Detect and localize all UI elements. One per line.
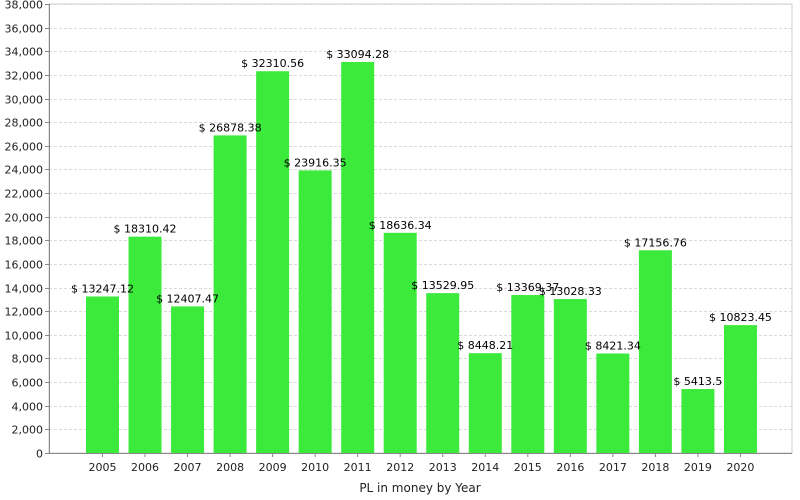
y-tick-label: 10,000 (5, 330, 44, 343)
gridlines (49, 4, 792, 430)
x-tick-label: 2011 (344, 461, 372, 474)
x-tick-label: 2012 (386, 461, 414, 474)
bar-value-label: $ 12407.47 (156, 292, 219, 305)
y-tick-label: 32,000 (5, 70, 44, 83)
y-tick-label: 38,000 (5, 0, 44, 12)
bar (511, 295, 545, 453)
bar (298, 170, 332, 454)
bar (86, 296, 119, 453)
x-tick-label: 2007 (174, 461, 202, 474)
bar (171, 306, 205, 453)
bar-value-label: $ 13247.12 (71, 282, 134, 295)
bar (426, 293, 460, 453)
x-tick-label: 2008 (216, 461, 244, 474)
bar (213, 135, 247, 454)
y-tick-label: 22,000 (5, 188, 44, 201)
x-tick-label: 2010 (301, 461, 329, 474)
bar-value-label: $ 23916.35 (284, 156, 347, 169)
x-tick-label: 2014 (471, 461, 499, 474)
data-labels: $ 13247.12 $ 18310.42 $ 12407.47 $ 26878.38… (71, 48, 772, 388)
axes: 0 2,000 4,000 6,000 8,000 10,000 12,000 14,000 1… (5, 0, 792, 474)
bar-value-label: $ 13369.37 (496, 281, 559, 294)
bar-value-label: $ 33094.28 (326, 48, 389, 61)
x-tick-label: 2009 (259, 461, 287, 474)
bar-value-label: $ 8421.34 (585, 339, 641, 352)
y-tick-label: 12,000 (5, 306, 44, 319)
bar (638, 250, 672, 453)
bar (553, 299, 587, 453)
bar (468, 353, 502, 453)
bar (383, 232, 417, 453)
bar-value-label: $ 18310.42 (114, 223, 177, 236)
bar-value-label: $ 26878.38 (199, 121, 262, 134)
bar-value-label: $ 13529.95 (411, 279, 474, 292)
bar-value-label: $ 5413.5 (673, 375, 722, 388)
bar-value-label: $ 18636.34 (369, 219, 432, 232)
y-tick-label: 18,000 (5, 235, 44, 248)
y-tick-label: 20,000 (5, 212, 44, 225)
y-tick-label: 2,000 (12, 424, 44, 437)
y-tick-label: 34,000 (5, 46, 44, 59)
y-tick-label: 24,000 (5, 164, 44, 177)
x-tick-label: 2013 (429, 461, 457, 474)
bar (681, 389, 715, 453)
y-tick-label: 26,000 (5, 141, 44, 154)
bar-value-label: $ 8448.21 (457, 339, 513, 352)
bar (128, 236, 162, 453)
bar-value-label: $ 10823.45 (709, 311, 772, 324)
y-tick-label: 8,000 (12, 353, 44, 366)
y-tick-label: 6,000 (12, 377, 44, 390)
y-tick-label: 14,000 (5, 283, 44, 296)
bar (723, 325, 757, 453)
bars (86, 61, 757, 454)
y-tick-label: 36,000 (5, 23, 44, 36)
x-axis-title: PL in money by Year (359, 481, 480, 495)
bar-value-label: $ 32310.56 (241, 57, 304, 70)
x-tick-label: 2015 (514, 461, 542, 474)
bar (256, 71, 290, 454)
x-tick-label: 2019 (684, 461, 712, 474)
y-tick-label: 4,000 (12, 401, 44, 414)
x-tick-label: 2020 (726, 461, 754, 474)
bar-value-label: $ 13028.33 (539, 285, 602, 298)
x-tick-label: 2005 (89, 461, 117, 474)
bar-value-label: $ 17156.76 (624, 236, 687, 249)
y-tick-label: 0 (36, 448, 43, 461)
x-tick-label: 2006 (131, 461, 159, 474)
y-tick-label: 16,000 (5, 259, 44, 272)
x-tick-label: 2018 (641, 461, 669, 474)
x-tick-label: 2017 (599, 461, 627, 474)
bar (596, 353, 630, 453)
bar (341, 61, 375, 453)
y-tick-label: 30,000 (5, 94, 44, 107)
x-tick-label: 2016 (556, 461, 584, 474)
y-tick-label: 28,000 (5, 117, 44, 130)
